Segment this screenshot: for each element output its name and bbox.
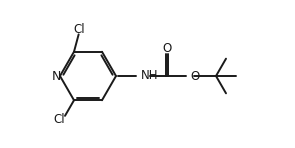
Text: N: N xyxy=(51,70,61,82)
Text: Cl: Cl xyxy=(53,113,65,126)
Text: Cl: Cl xyxy=(74,23,86,36)
Text: O: O xyxy=(190,70,199,82)
Text: NH: NH xyxy=(141,69,158,82)
Text: O: O xyxy=(162,41,172,54)
